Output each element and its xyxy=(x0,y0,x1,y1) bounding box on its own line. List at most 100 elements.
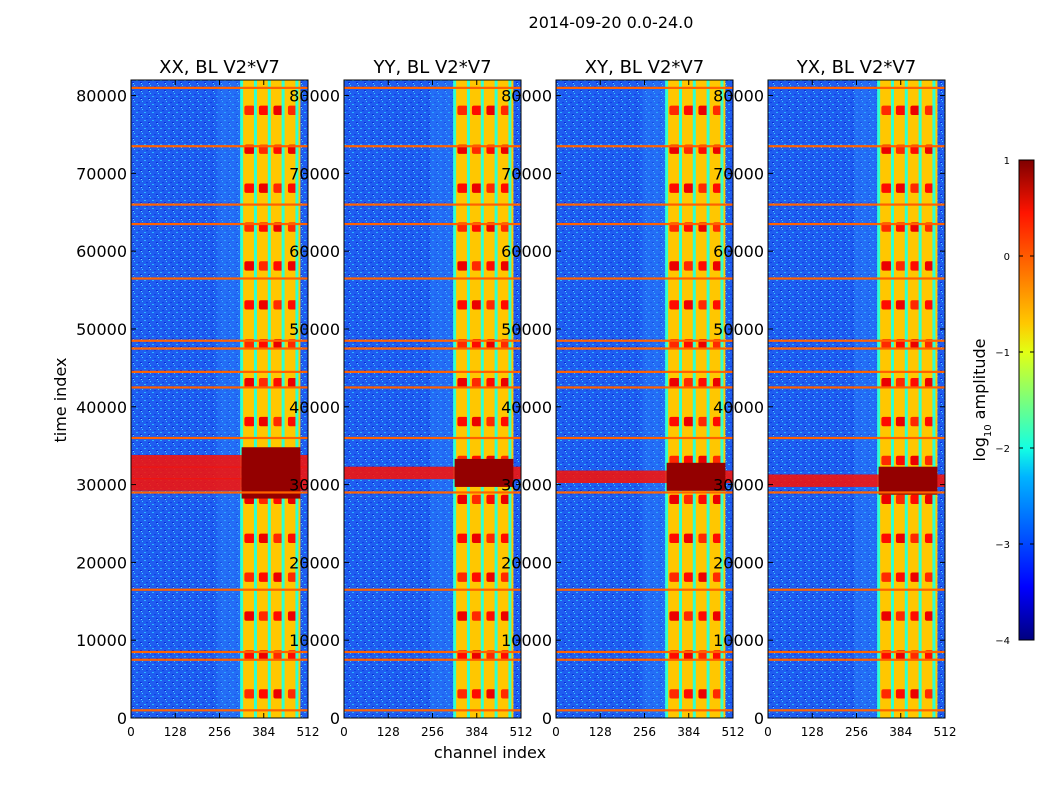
signal-blob xyxy=(273,533,284,543)
signal-blob xyxy=(471,183,483,193)
colorbar-tick-label: −4 xyxy=(995,636,1010,647)
signal-blob xyxy=(698,105,709,116)
y-tick-label: 70000 xyxy=(713,164,764,183)
signal-blob xyxy=(881,377,892,388)
signal-blob xyxy=(486,533,497,543)
signal-blob xyxy=(895,105,907,116)
signal-blob xyxy=(457,300,468,310)
rfi-row xyxy=(556,588,733,591)
signal-blob xyxy=(698,416,709,427)
signal-blob xyxy=(683,611,695,621)
signal-blob xyxy=(698,377,709,388)
signal-blob xyxy=(910,377,921,388)
signal-blob xyxy=(244,183,255,193)
colorbar-label: log10 amplitude xyxy=(970,338,994,461)
rfi-row xyxy=(344,386,521,389)
signal-blob xyxy=(895,572,907,582)
rfi-row xyxy=(556,277,733,280)
y-tick-label: 10000 xyxy=(713,631,764,650)
rfi-row xyxy=(344,222,521,226)
signal-blob xyxy=(244,300,255,310)
rfi-row xyxy=(556,203,733,206)
signal-blob xyxy=(486,689,497,699)
signal-blob xyxy=(486,494,497,505)
x-axis-label: channel index xyxy=(434,743,546,762)
signal-blob xyxy=(273,689,284,699)
rfi-row xyxy=(131,436,308,440)
signal-blob xyxy=(669,494,680,505)
rfi-row xyxy=(768,339,945,342)
y-tick-label: 80000 xyxy=(713,87,764,106)
x-tick-label: 256 xyxy=(421,725,444,739)
x-tick-label: 512 xyxy=(722,725,745,739)
signal-blob xyxy=(895,533,907,543)
colorbar-tick-label: 0 xyxy=(1004,252,1010,263)
rfi-row xyxy=(768,222,945,226)
signal-blob xyxy=(669,572,680,582)
colorbar-tick-label: −3 xyxy=(995,540,1010,551)
y-tick-label: 80000 xyxy=(501,87,552,106)
rfi-row xyxy=(131,370,308,373)
y-tick-label: 60000 xyxy=(76,242,127,261)
signal-blob xyxy=(881,689,892,699)
panel-title: YY, BL V2*V7 xyxy=(372,57,491,78)
signal-blob xyxy=(895,455,907,466)
band-edge xyxy=(932,80,936,718)
signal-blob xyxy=(881,183,892,193)
rfi-row xyxy=(768,203,945,206)
signal-blob xyxy=(881,105,892,116)
rfi-row xyxy=(556,145,733,148)
signal-blob xyxy=(881,455,892,466)
rfi-row xyxy=(556,86,733,89)
signal-blob xyxy=(669,261,680,271)
signal-blob xyxy=(683,105,695,116)
rfi-row xyxy=(344,145,521,148)
band-edge xyxy=(281,80,285,718)
signal-blob xyxy=(258,572,270,582)
signal-blob xyxy=(910,455,921,466)
signal-blob xyxy=(273,377,284,388)
rfi-row xyxy=(556,339,733,342)
y-tick-label: 10000 xyxy=(501,631,552,650)
band-edge xyxy=(918,80,922,718)
y-tick-label: 10000 xyxy=(289,631,340,650)
signal-blob xyxy=(244,533,255,543)
signal-blob xyxy=(669,611,680,621)
signal-blob xyxy=(910,261,921,271)
x-tick-label: 384 xyxy=(465,725,488,739)
signal-blob xyxy=(895,494,907,505)
signal-blob xyxy=(910,300,921,310)
signal-blob xyxy=(486,416,497,427)
y-tick-label: 40000 xyxy=(713,398,764,417)
signal-blob xyxy=(273,300,284,310)
signal-blob xyxy=(881,611,892,621)
rfi-row xyxy=(344,347,521,350)
rfi-row xyxy=(768,145,945,148)
rfi-row xyxy=(556,222,733,226)
rfi-row xyxy=(768,277,945,280)
signal-blob xyxy=(486,105,497,116)
y-tick-label: 80000 xyxy=(289,87,340,106)
signal-blob xyxy=(895,261,907,271)
rfi-row xyxy=(768,347,945,350)
rfi-row xyxy=(131,339,308,342)
rfi-row xyxy=(131,386,308,389)
heatmap-panel-2: YY, BL V2*V7 0 128 256 384 512 0 10000 20000 3000… xyxy=(289,57,532,739)
x-tick-label: 512 xyxy=(510,725,533,739)
y-tick-label: 20000 xyxy=(501,553,552,572)
rfi-row xyxy=(344,370,521,373)
rfi-row xyxy=(768,709,945,712)
rfi-row xyxy=(131,491,308,494)
signal-blob xyxy=(457,183,468,193)
signal-blob xyxy=(683,261,695,271)
signal-blob xyxy=(910,533,921,543)
figure-suptitle: 2014-09-20 0.0-24.0 xyxy=(529,13,694,32)
signal-blob xyxy=(457,377,468,388)
y-tick-label: 30000 xyxy=(76,476,127,495)
y-tick-label: 60000 xyxy=(289,242,340,261)
band-edge xyxy=(466,80,470,718)
signal-blob xyxy=(486,183,497,193)
signal-blob xyxy=(273,261,284,271)
band-edge xyxy=(877,80,881,718)
